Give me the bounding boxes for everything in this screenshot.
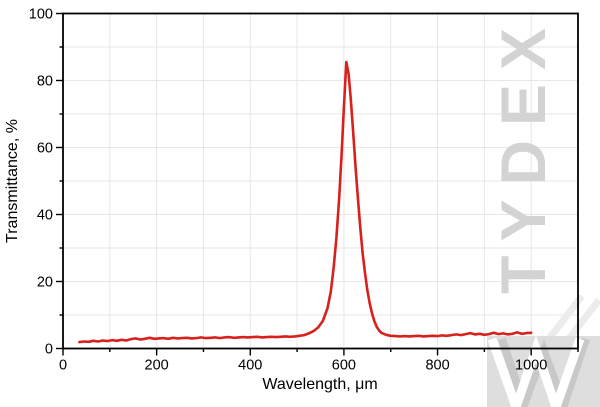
x-tick-label: 600	[332, 358, 356, 374]
y-tick-label: 80	[37, 74, 53, 90]
logo-faint-strokes	[545, 295, 600, 343]
x-tick-label: 0	[59, 358, 67, 374]
y-tick-label: 20	[37, 275, 53, 291]
y-axis-label: Transmittance, %	[4, 119, 21, 243]
x-tick-label: 1000	[515, 358, 547, 374]
x-tick-label: 800	[425, 358, 449, 374]
y-tick-label: 100	[29, 7, 53, 23]
transmittance-curve	[78, 60, 533, 344]
axis-ticks	[56, 12, 579, 356]
x-axis-label: Wavelength, μm	[262, 376, 378, 393]
tick-labels: 0 200 400 600 800 1000 0 20 40 60 80 100	[29, 7, 548, 374]
gridlines	[63, 13, 578, 349]
x-tick-label: 200	[145, 358, 169, 374]
y-tick-label: 40	[37, 208, 53, 224]
axes-frame	[62, 12, 579, 350]
y-tick-label: 60	[37, 141, 53, 157]
x-tick-label: 400	[238, 358, 262, 374]
y-tick-label: 0	[45, 342, 53, 358]
